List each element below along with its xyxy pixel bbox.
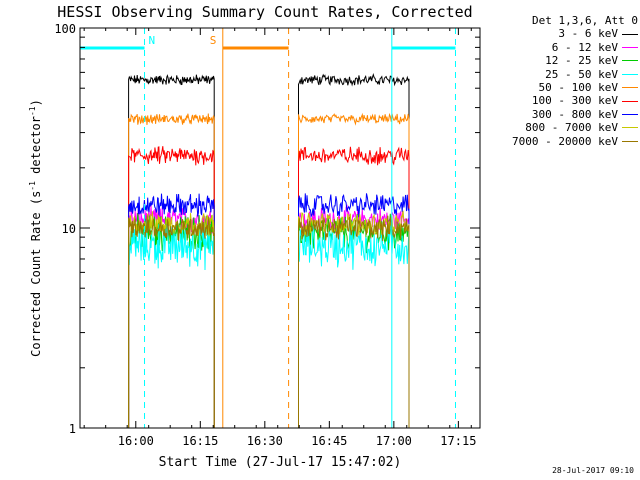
legend-item-2: 12 - 25 keV <box>482 54 638 67</box>
series-line-4-seg-0 <box>128 113 215 428</box>
y-axis-label-sup1: -1 <box>28 181 37 191</box>
x-tick-label-1: 16:15 <box>182 434 218 448</box>
series-line-3-seg-0 <box>128 220 215 428</box>
series-line-5-seg-0 <box>128 146 215 428</box>
y-axis-label-main: Corrected Count Rate (s <box>29 191 43 357</box>
series-line-4-seg-1 <box>298 112 410 428</box>
x-tick-label-5: 17:15 <box>440 434 476 448</box>
y-tick-label-2: 100 <box>54 22 76 36</box>
legend-swatch-8 <box>622 140 638 142</box>
series-line-5-seg-1 <box>298 146 410 428</box>
legend-item-8: 7000 - 20000 keV <box>482 135 638 148</box>
legend-item-1: 6 - 12 keV <box>482 41 638 54</box>
legend-item-4: 50 - 100 keV <box>482 81 638 94</box>
legend: Det 1,3,6, Att 0 3 - 6 keV 6 - 12 keV 12 -… <box>482 14 638 148</box>
legend-swatch-4 <box>622 87 638 89</box>
legend-label-8: 7000 - 20000 keV <box>512 134 618 148</box>
y-axis-label-end: ) <box>29 99 43 106</box>
legend-item-0: 3 - 6 keV <box>482 27 638 40</box>
legend-label-6: 300 - 800 keV <box>531 107 618 121</box>
x-axis-label: Start Time (27-Jul-17 15:47:02) <box>159 455 402 470</box>
x-tick-label-2: 16:30 <box>247 434 283 448</box>
series-line-6-seg-0 <box>128 193 215 428</box>
legend-swatch-0 <box>622 33 638 35</box>
legend-swatch-6 <box>622 114 638 116</box>
legend-label-0: 3 - 6 keV <box>558 27 618 41</box>
legend-label-7: 800 - 7000 keV <box>525 121 618 135</box>
legend-item-3: 25 - 50 keV <box>482 68 638 81</box>
y-tick-label-1: 10 <box>62 222 76 236</box>
y-tick-label-0: 1 <box>69 422 76 436</box>
footer-timestamp: 28-Jul-2017 09:10 <box>552 466 634 475</box>
flag-label-0: N <box>149 34 156 47</box>
series-layer <box>128 73 410 428</box>
legend-swatch-1 <box>622 47 638 49</box>
legend-rows: 3 - 6 keV 6 - 12 keV 12 - 25 keV 25 - 50 ke… <box>482 27 638 148</box>
series-line-8-seg-0 <box>128 215 215 428</box>
series-line-8-seg-1 <box>298 215 410 428</box>
legend-swatch-5 <box>622 100 638 102</box>
series-line-6-seg-1 <box>298 193 410 428</box>
y-axis-label-sup2: -1 <box>28 106 37 116</box>
x-tick-label-4: 17:00 <box>376 434 412 448</box>
chart-title: HESSI Observing Summary Count Rates, Cor… <box>57 3 472 21</box>
legend-label-3: 25 - 50 keV <box>545 67 618 81</box>
legend-item-5: 100 - 300 keV <box>482 94 638 107</box>
flag-label-2: S <box>210 34 217 47</box>
legend-label-4: 50 - 100 keV <box>538 81 618 95</box>
legend-item-6: 300 - 800 keV <box>482 108 638 121</box>
y-axis-label-mid: detector <box>29 116 43 181</box>
legend-item-7: 800 - 7000 keV <box>482 121 638 134</box>
series-line-3-seg-1 <box>298 221 410 428</box>
x-tick-label-0: 16:00 <box>118 434 154 448</box>
legend-label-1: 6 - 12 keV <box>551 40 618 54</box>
legend-swatch-7 <box>622 127 638 129</box>
series-line-0-seg-0 <box>128 74 215 428</box>
series-line-0-seg-1 <box>298 73 410 428</box>
legend-label-5: 100 - 300 keV <box>531 94 618 108</box>
legend-title: Det 1,3,6, Att 0 <box>532 14 638 27</box>
y-axis-label: Corrected Count Rate (s-1 detector-1) <box>28 99 43 357</box>
legend-swatch-3 <box>622 73 638 75</box>
legend-label-2: 12 - 25 keV <box>545 54 618 68</box>
x-tick-label-3: 16:45 <box>311 434 347 448</box>
tick-layer: 16:00 16:15 16:30 16:45 17:00 17:15 1 10 100 <box>54 22 480 448</box>
legend-swatch-2 <box>622 60 638 62</box>
